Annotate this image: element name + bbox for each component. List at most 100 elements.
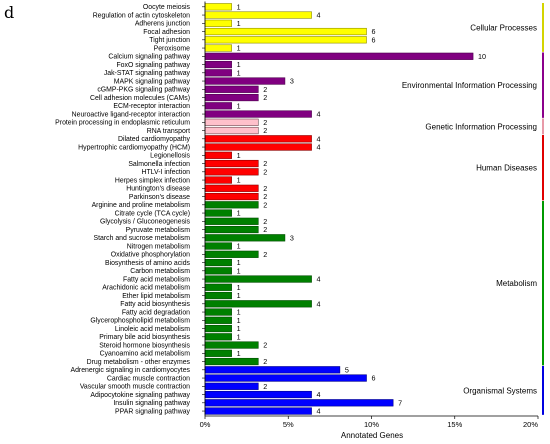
value-label: 1 (237, 258, 241, 267)
category-label: Dilated cardiomyopathy (118, 136, 191, 143)
category-label: Cell adhesion molecules (CAMs) (90, 95, 190, 102)
bar-fatty-acid-degradation (204, 308, 232, 316)
category-label: Oxidative phosphorylation (111, 252, 190, 259)
value-label: 1 (237, 44, 241, 53)
value-label: 4 (317, 11, 321, 20)
category-label: cGMP-PKG signaling pathway (97, 87, 190, 94)
value-label: 1 (237, 101, 241, 110)
value-label: 2 (263, 357, 267, 366)
category-label: Carbon metabolism (130, 268, 190, 275)
value-label: 1 (237, 209, 241, 218)
bar-vascular-smooth-muscle-contraction (204, 382, 259, 390)
group-label-metabolism: Metabolism (496, 279, 537, 288)
category-label: ECM-receptor interaction (113, 103, 190, 110)
value-label: 4 (317, 110, 321, 119)
value-label: 4 (317, 143, 321, 152)
category-label: HTLV-I infection (141, 169, 190, 176)
value-label: 2 (263, 225, 267, 234)
value-label: 2 (263, 184, 267, 193)
x-tick-label: 0% (200, 420, 211, 429)
bar-htlv-i-infection (204, 168, 259, 176)
category-label: Biosynthesis of amino acids (105, 260, 191, 267)
bar-insulin-signaling-pathway (204, 399, 394, 407)
bar-oxidative-phosphorylation (204, 250, 259, 258)
category-label: Ether lipid metabolism (122, 293, 190, 300)
bars-layer (204, 3, 474, 415)
group-labels: Cellular Processes Environmental Informat… (402, 3, 544, 415)
value-label: 2 (263, 85, 267, 94)
value-label: 10 (478, 52, 486, 61)
value-label: 3 (290, 233, 294, 242)
category-label: Fatty acid degradation (122, 309, 190, 316)
bar-adrenergic-signaling-in-cardiomyocytes (204, 366, 341, 374)
category-label: Vascular smooth muscle contraction (80, 384, 190, 391)
category-label: Primary bile acid biosynthesis (99, 334, 190, 341)
bar-primary-bile-acid-biosynthesis (204, 333, 232, 341)
bar-citrate-cycle-tca-cycle (204, 209, 232, 217)
category-label: Jak-STAT signaling pathway (104, 70, 191, 77)
bar-huntington-s-disease (204, 184, 259, 192)
category-label: Starch and sucrose metabolism (93, 235, 190, 242)
value-label: 1 (237, 332, 241, 341)
bar-biosynthesis-of-amino-acids (204, 258, 232, 267)
category-label: Drug metabolism - other enzymes (87, 359, 191, 366)
category-label: Hypertrophic cardiomyopathy (HCM) (78, 144, 190, 151)
category-label: Protein processing in endoplasmic reticu… (55, 120, 190, 127)
bar-jak-stat-signaling-pathway (204, 69, 232, 77)
bar-foxo-signaling-pathway (204, 60, 232, 69)
value-label: 1 (237, 2, 241, 11)
group-label-environmental-information-processing: Environmental Information Processing (402, 81, 537, 90)
category-label: Adrenergic signaling in cardiomyocytes (71, 367, 191, 374)
bar-peroxisome (204, 44, 232, 52)
value-label: 2 (263, 341, 267, 350)
bar-linoleic-acid-metabolism (204, 324, 232, 333)
bar-ecm-receptor-interaction (204, 102, 232, 110)
value-label: 6 (372, 35, 376, 44)
category-label: Nitrogen metabolism (127, 243, 190, 250)
category-label: Tight junction (149, 37, 190, 44)
category-label: Adipocytokine signaling pathway (90, 392, 190, 399)
bar-salmonella-infection (204, 159, 259, 168)
category-label: Glycolysis / Gluconeogenesis (100, 219, 191, 226)
value-label: 2 (263, 382, 267, 391)
category-label: Arginine and proline metabolism (92, 202, 191, 209)
bar-focal-adhesion (204, 27, 367, 36)
bar-protein-processing-in-endoplasmic-reticulum (204, 118, 259, 126)
value-label: 2 (263, 159, 267, 168)
bar-carbon-metabolism (204, 267, 232, 275)
bar-mapk-signaling-pathway (204, 77, 286, 85)
value-label: 1 (237, 242, 241, 251)
x-tick-label: 10% (364, 420, 379, 429)
bar-ether-lipid-metabolism (204, 291, 232, 300)
x-tick-label: 5% (283, 420, 294, 429)
category-label: Adherens junction (135, 21, 190, 28)
value-label: 4 (317, 407, 321, 416)
bar-glycolysis-gluconeogenesis (204, 217, 259, 225)
panel-letter: d (4, 3, 14, 22)
value-label: 4 (317, 275, 321, 284)
value-label: 4 (317, 134, 321, 143)
category-label: Salmonella infection (128, 161, 190, 168)
value-label: 4 (317, 299, 321, 308)
bar-ppar-signaling-pathway (204, 407, 312, 415)
category-label: Linoleic acid metabolism (115, 326, 190, 333)
bar-dilated-cardiomyopathy (204, 135, 312, 143)
value-label: 1 (237, 324, 241, 333)
category-label: Insulin signaling pathway (113, 400, 190, 407)
category-label: Herpes simplex infection (115, 177, 190, 184)
group-label-human-diseases: Human Diseases (476, 164, 537, 173)
category-label: Calcium signaling pathway (108, 54, 190, 61)
bar-fatty-acid-biosynthesis (204, 300, 312, 308)
value-label: 6 (372, 374, 376, 383)
bar-adipocytokine-signaling-pathway (204, 390, 312, 399)
bar-pyruvate-metabolism (204, 225, 259, 234)
value-label: 4 (317, 390, 321, 399)
bar-nitrogen-metabolism (204, 242, 232, 250)
value-label: 1 (237, 60, 241, 69)
x-tick-label: 20% (523, 420, 538, 429)
category-label: RNA transport (147, 128, 190, 135)
value-label: 2 (263, 217, 267, 226)
group-label-genetic-information-processing: Genetic Information Processing (425, 122, 537, 131)
